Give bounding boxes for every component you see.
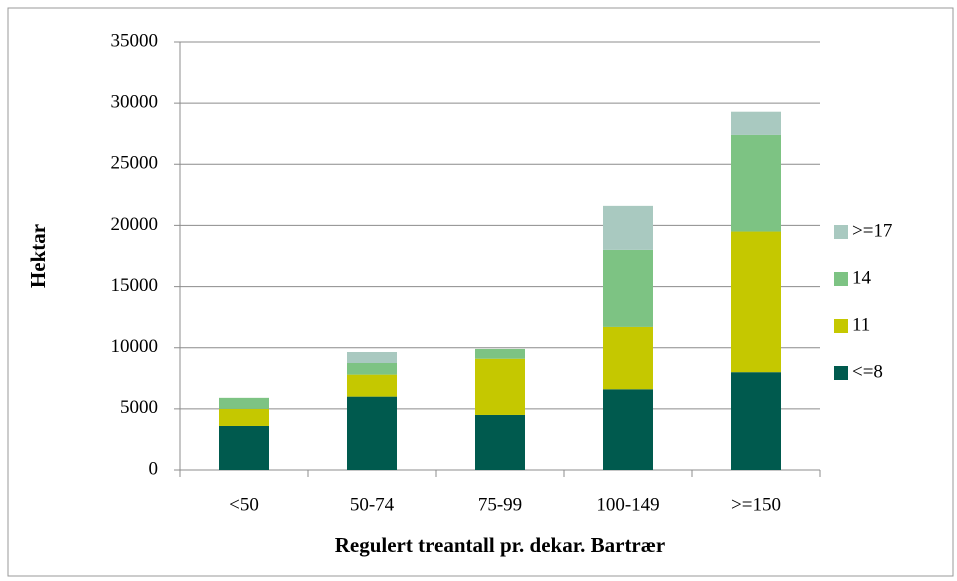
bar-segment bbox=[603, 249, 653, 327]
bar-segment bbox=[731, 231, 781, 373]
bar-segment bbox=[475, 414, 525, 470]
bar-segment bbox=[347, 363, 397, 375]
bar-segment bbox=[347, 374, 397, 397]
bar-segment bbox=[731, 134, 781, 232]
legend-swatch bbox=[834, 272, 848, 286]
bar-segment bbox=[603, 205, 653, 250]
legend-swatch bbox=[834, 319, 848, 333]
bar-segment bbox=[219, 397, 269, 409]
legend-swatch bbox=[834, 366, 848, 380]
legend-swatch bbox=[834, 225, 848, 239]
legend-label: <=8 bbox=[852, 361, 883, 382]
y-tick-label: 35000 bbox=[111, 30, 159, 51]
x-tick-label: >=150 bbox=[731, 494, 781, 515]
y-tick-label: 5000 bbox=[120, 397, 158, 418]
bar-segment bbox=[347, 396, 397, 470]
bar-segment bbox=[731, 111, 781, 135]
x-tick-label: <50 bbox=[229, 494, 259, 515]
y-tick-label: 30000 bbox=[111, 92, 159, 113]
bar-segment bbox=[731, 372, 781, 470]
x-tick-label: 75-99 bbox=[478, 494, 522, 515]
bar-segment bbox=[475, 348, 525, 359]
x-tick-label: 50-74 bbox=[350, 494, 395, 515]
y-tick-label: 25000 bbox=[111, 153, 159, 174]
bar-segment bbox=[603, 389, 653, 470]
y-tick-label: 20000 bbox=[111, 214, 159, 235]
y-axis-title: Hektar bbox=[26, 224, 50, 288]
legend-label: 11 bbox=[852, 314, 870, 335]
legend-label: >=17 bbox=[852, 220, 892, 241]
y-tick-label: 0 bbox=[149, 458, 159, 479]
y-tick-label: 10000 bbox=[111, 336, 159, 357]
bar-segment bbox=[219, 425, 269, 470]
bar-segment bbox=[475, 358, 525, 415]
bar-segment bbox=[219, 408, 269, 426]
bar-segment bbox=[347, 351, 397, 363]
legend-label: 14 bbox=[852, 267, 872, 288]
x-axis-title: Regulert treantall pr. dekar. Bartrær bbox=[335, 533, 666, 557]
y-tick-label: 15000 bbox=[111, 275, 159, 296]
x-tick-label: 100-149 bbox=[596, 494, 659, 515]
bar-segment bbox=[603, 326, 653, 390]
